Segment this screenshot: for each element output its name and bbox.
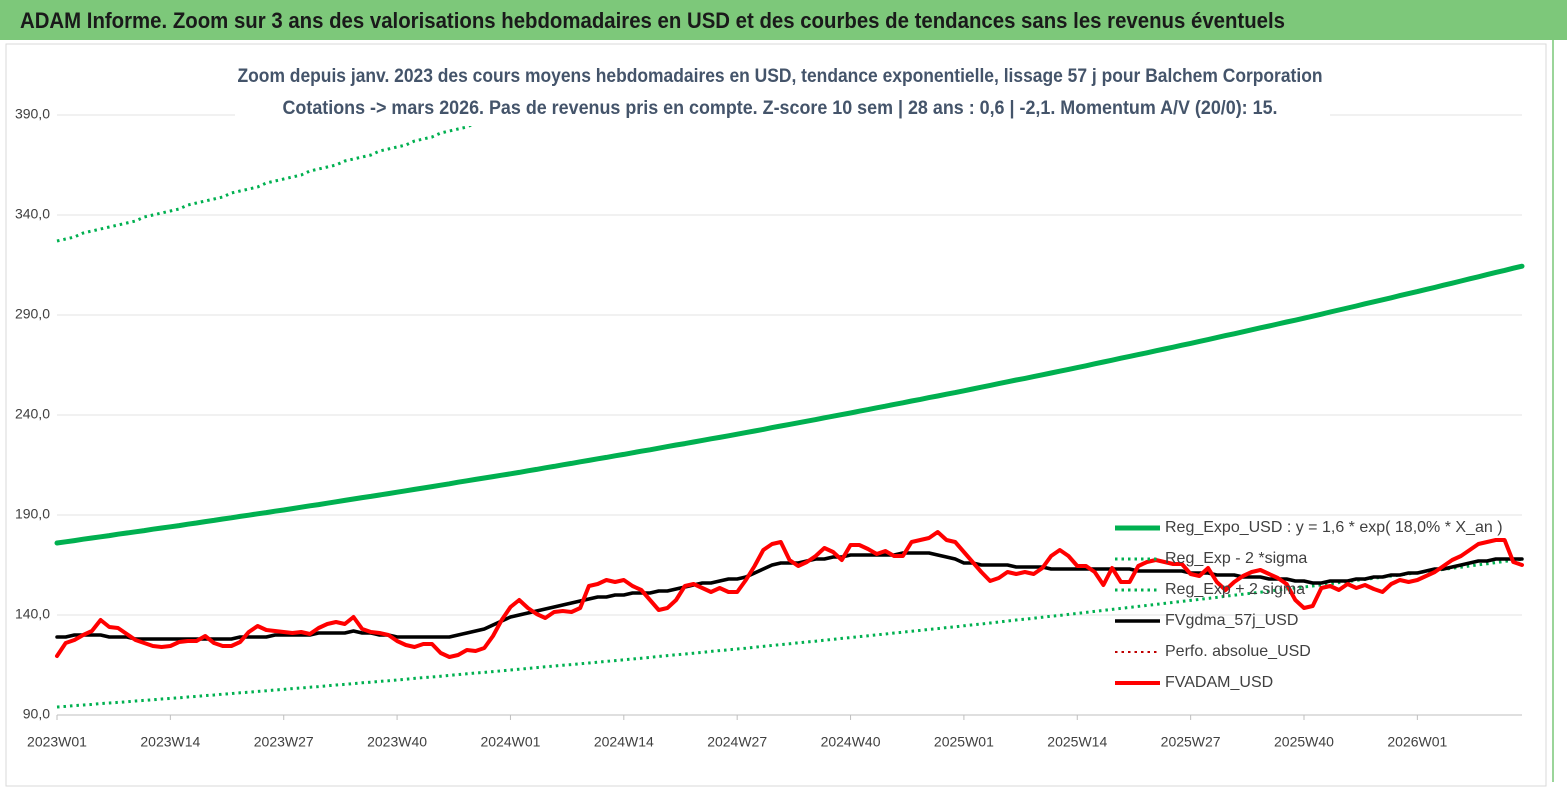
axes: 90,0 140,0 190,0 240,0 290,0 340,0 390,0 2023W0… — [15, 106, 1448, 750]
series-line — [56, 95, 571, 243]
x-tick-label: 2024W01 — [480, 734, 540, 750]
x-tick-label: 2025W40 — [1274, 734, 1334, 750]
x-tick-label: 2024W40 — [821, 734, 881, 750]
x-tick-label: 2025W01 — [934, 734, 994, 750]
legend: Reg_Expo_USD : y = 1,6 * exp( 18,0% * X_… — [1115, 519, 1503, 691]
x-tick-label: 2023W27 — [254, 734, 314, 750]
legend-label: Reg_Exp + 2 sigma — [1165, 581, 1305, 598]
y-tick-label: 90,0 — [23, 706, 50, 722]
y-tick-label: 240,0 — [15, 406, 50, 422]
y-tick-label: 290,0 — [15, 306, 50, 322]
x-tick-label: 2024W27 — [707, 734, 767, 750]
chart-title: Zoom depuis janv. 2023 des cours moyens … — [238, 66, 1323, 87]
x-tick-label: 2025W27 — [1161, 734, 1221, 750]
x-tick-label: 2026W01 — [1387, 734, 1447, 750]
y-tick-label: 390,0 — [15, 106, 50, 122]
y-tick-label: 140,0 — [15, 606, 50, 622]
title-box — [235, 60, 1330, 126]
legend-label: FVADAM_USD — [1165, 674, 1273, 691]
grid — [57, 114, 1522, 716]
series-line — [55, 530, 1524, 659]
banner-title: ADAM Informe. Zoom sur 3 ans des valoris… — [20, 8, 1285, 33]
banner-background — [0, 0, 1567, 40]
series-line — [54, 263, 1525, 546]
legend-label: Reg_Expo_USD : y = 1,6 * exp( 18,0% * X_… — [1165, 519, 1503, 536]
plot-lines — [54, 95, 1525, 709]
y-tick-label: 190,0 — [15, 506, 50, 522]
x-tick-label: 2023W01 — [27, 734, 87, 750]
legend-label: Perfo. absolue_USD — [1165, 643, 1311, 660]
chart-subtitle: Cotations -> mars 2026. Pas de revenus p… — [283, 98, 1278, 119]
x-tick-label: 2023W14 — [140, 734, 200, 750]
y-tick-label: 340,0 — [15, 206, 50, 222]
series-line — [56, 557, 1523, 709]
legend-label: Reg_Exp - 2 *sigma — [1165, 550, 1307, 567]
x-tick-label: 2025W14 — [1047, 734, 1107, 750]
legend-label: FVgdma_57j_USD — [1165, 612, 1298, 629]
x-tick-label: 2023W40 — [367, 734, 427, 750]
x-tick-label: 2024W14 — [594, 734, 654, 750]
chart-border — [5, 43, 1547, 787]
